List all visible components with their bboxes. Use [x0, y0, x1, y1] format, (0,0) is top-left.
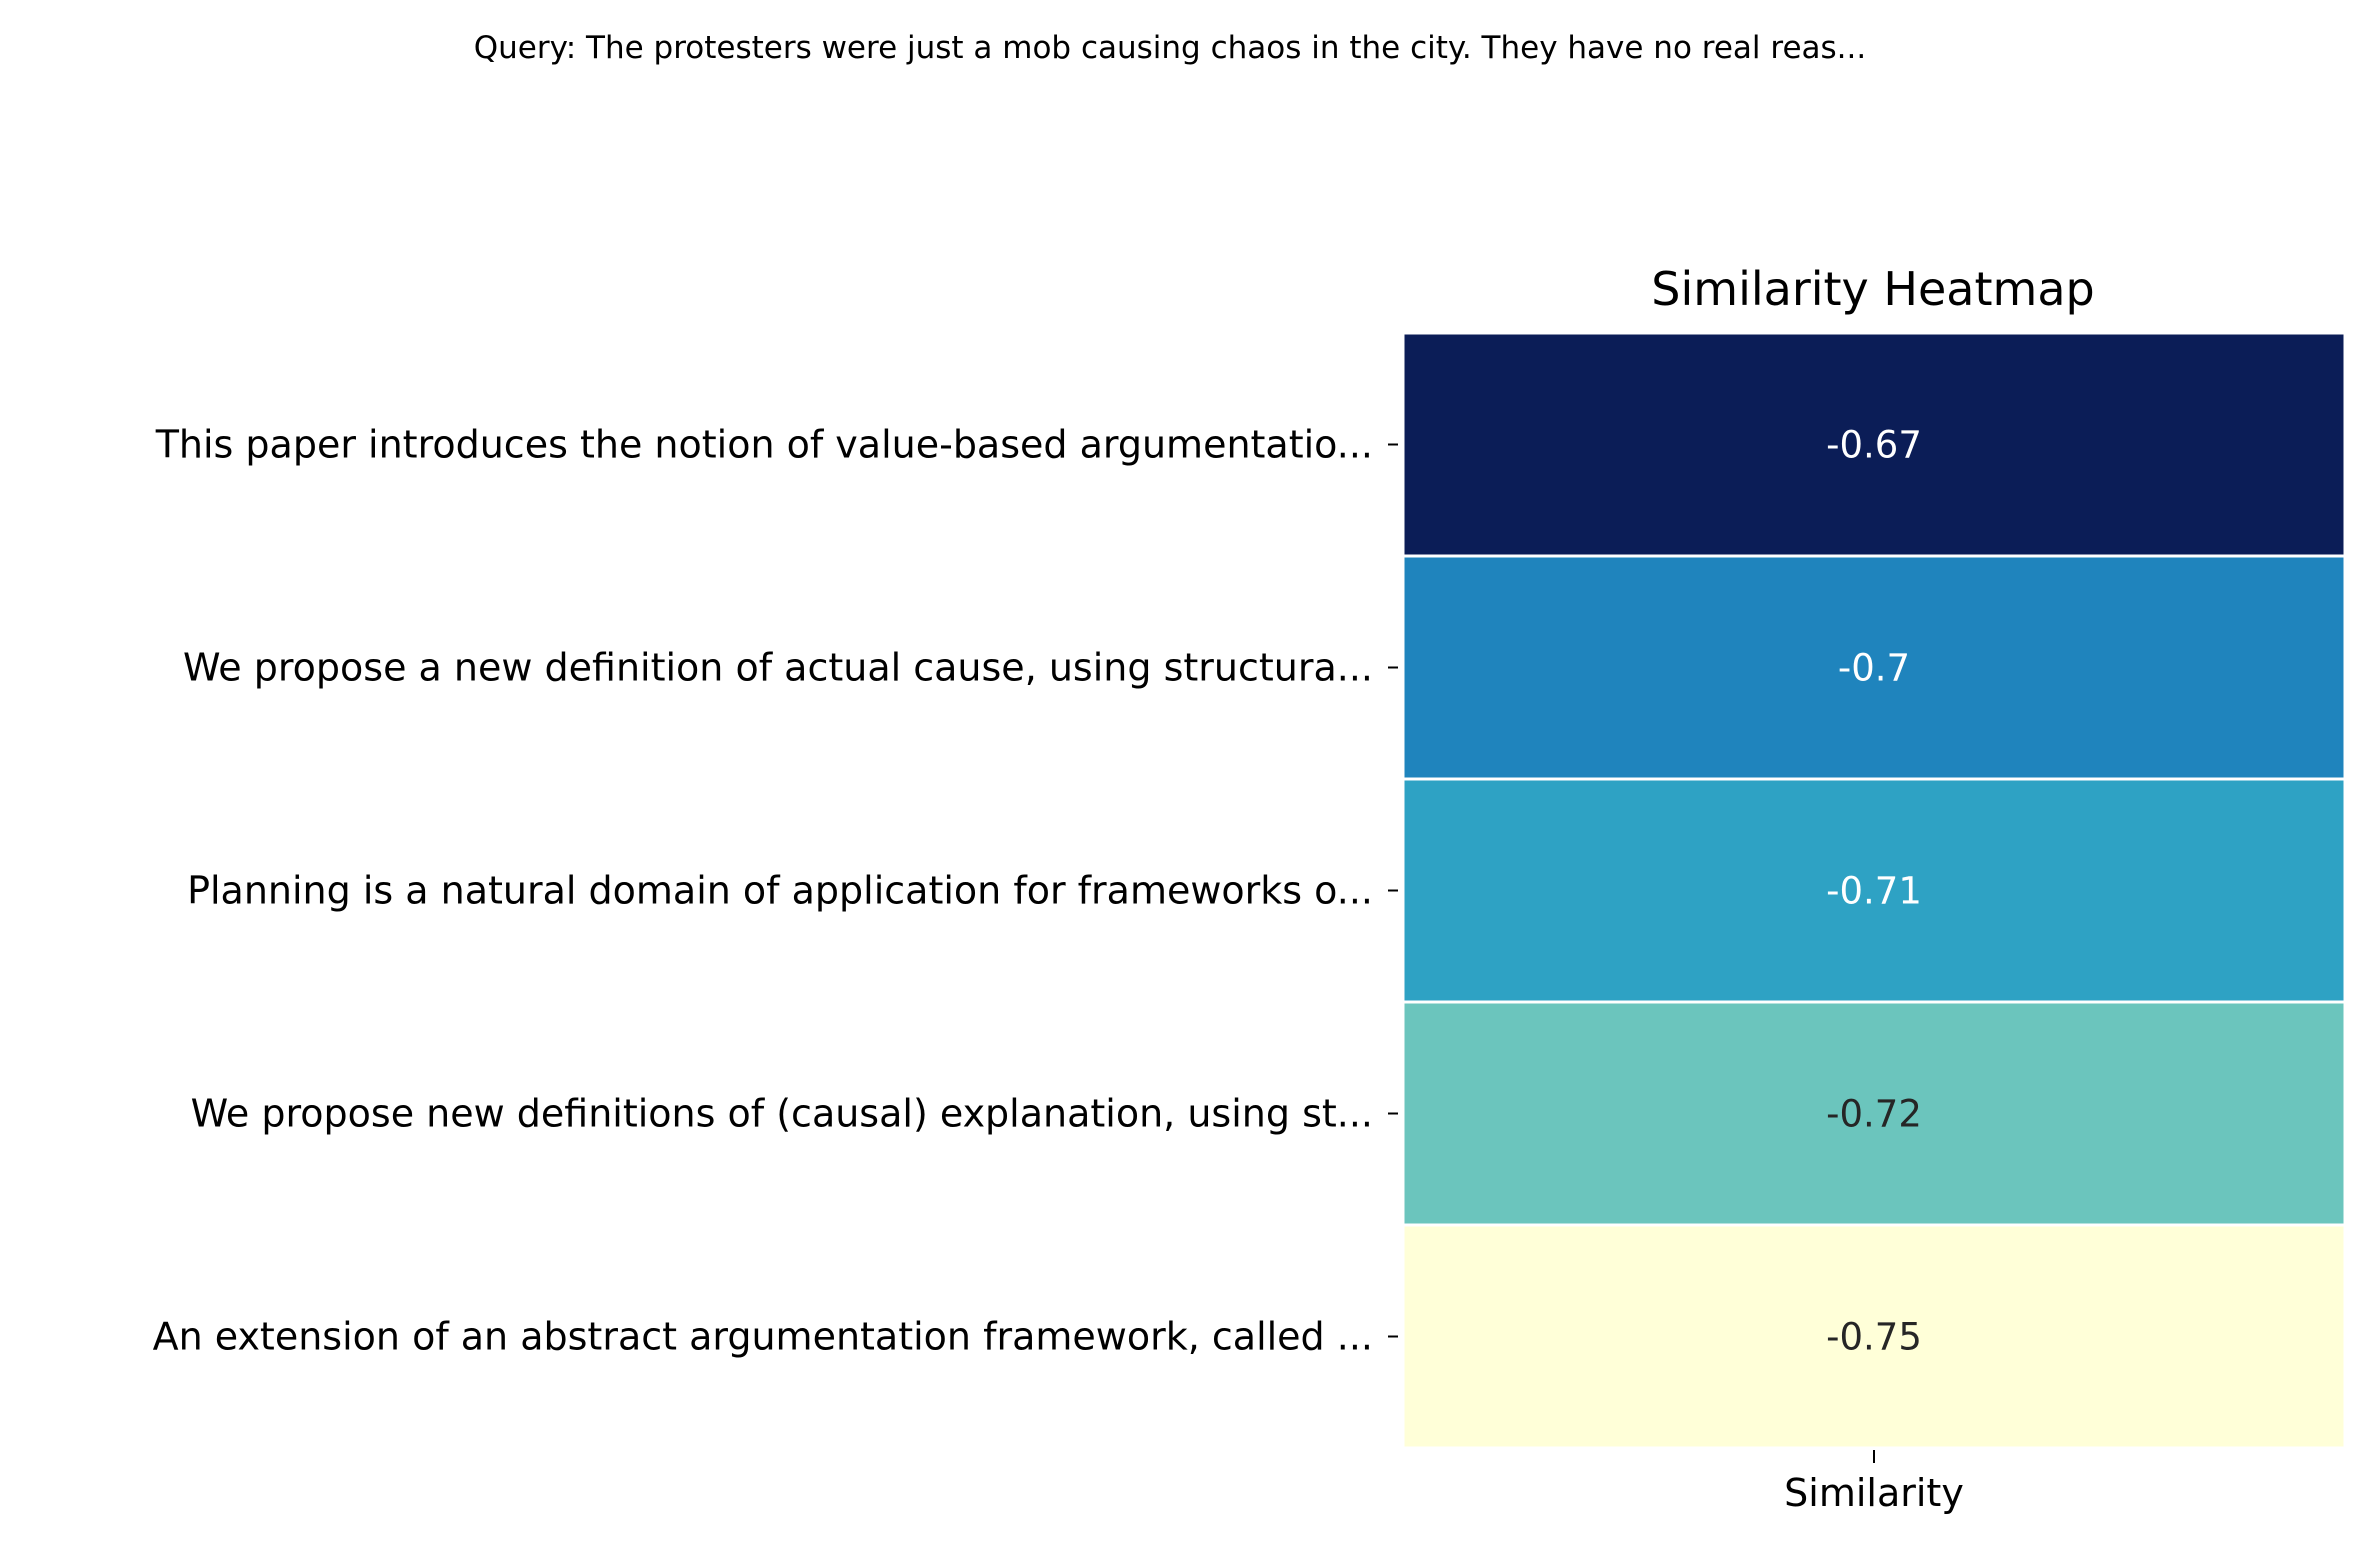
heatmap-cells	[1401, 331, 2347, 1450]
x-tick-label: Similarity	[1784, 1471, 1964, 1515]
heatmap-cell-value: -0.75	[1826, 1316, 1922, 1359]
y-tick-label: This paper introduces the notion of valu…	[155, 423, 1373, 467]
heatmap-cell-value: -0.72	[1826, 1093, 1922, 1136]
heatmap-cell	[1401, 1223, 2347, 1450]
heatmap-cell	[1401, 331, 2347, 558]
heatmap-cell-value: -0.7	[1838, 647, 1910, 690]
y-tick-label: Planning is a natural domain of applicat…	[187, 869, 1373, 913]
chart-suptitle: Query: The protesters were just a mob ca…	[474, 30, 1866, 66]
heatmap-cell	[1401, 1000, 2347, 1227]
x-axis-ticks: Similarity	[1784, 1450, 1964, 1515]
y-axis-ticks: This paper introduces the notion of valu…	[153, 423, 1398, 1359]
chart-title: Similarity Heatmap	[1651, 262, 2094, 316]
heatmap-cell	[1401, 554, 2347, 781]
heatmap-cell-value: -0.67	[1826, 424, 1922, 467]
y-tick-label: We propose a new definition of actual ca…	[183, 646, 1373, 690]
y-tick-label: We propose new definitions of (causal) e…	[191, 1092, 1373, 1136]
heatmap-cell-value: -0.71	[1826, 870, 1922, 913]
heatmap-cell	[1401, 777, 2347, 1004]
heatmap-cell-labels: -0.67 -0.7 -0.71 -0.72 -0.75	[1826, 424, 1922, 1359]
y-tick-label: An extension of an abstract argumentatio…	[153, 1315, 1373, 1359]
